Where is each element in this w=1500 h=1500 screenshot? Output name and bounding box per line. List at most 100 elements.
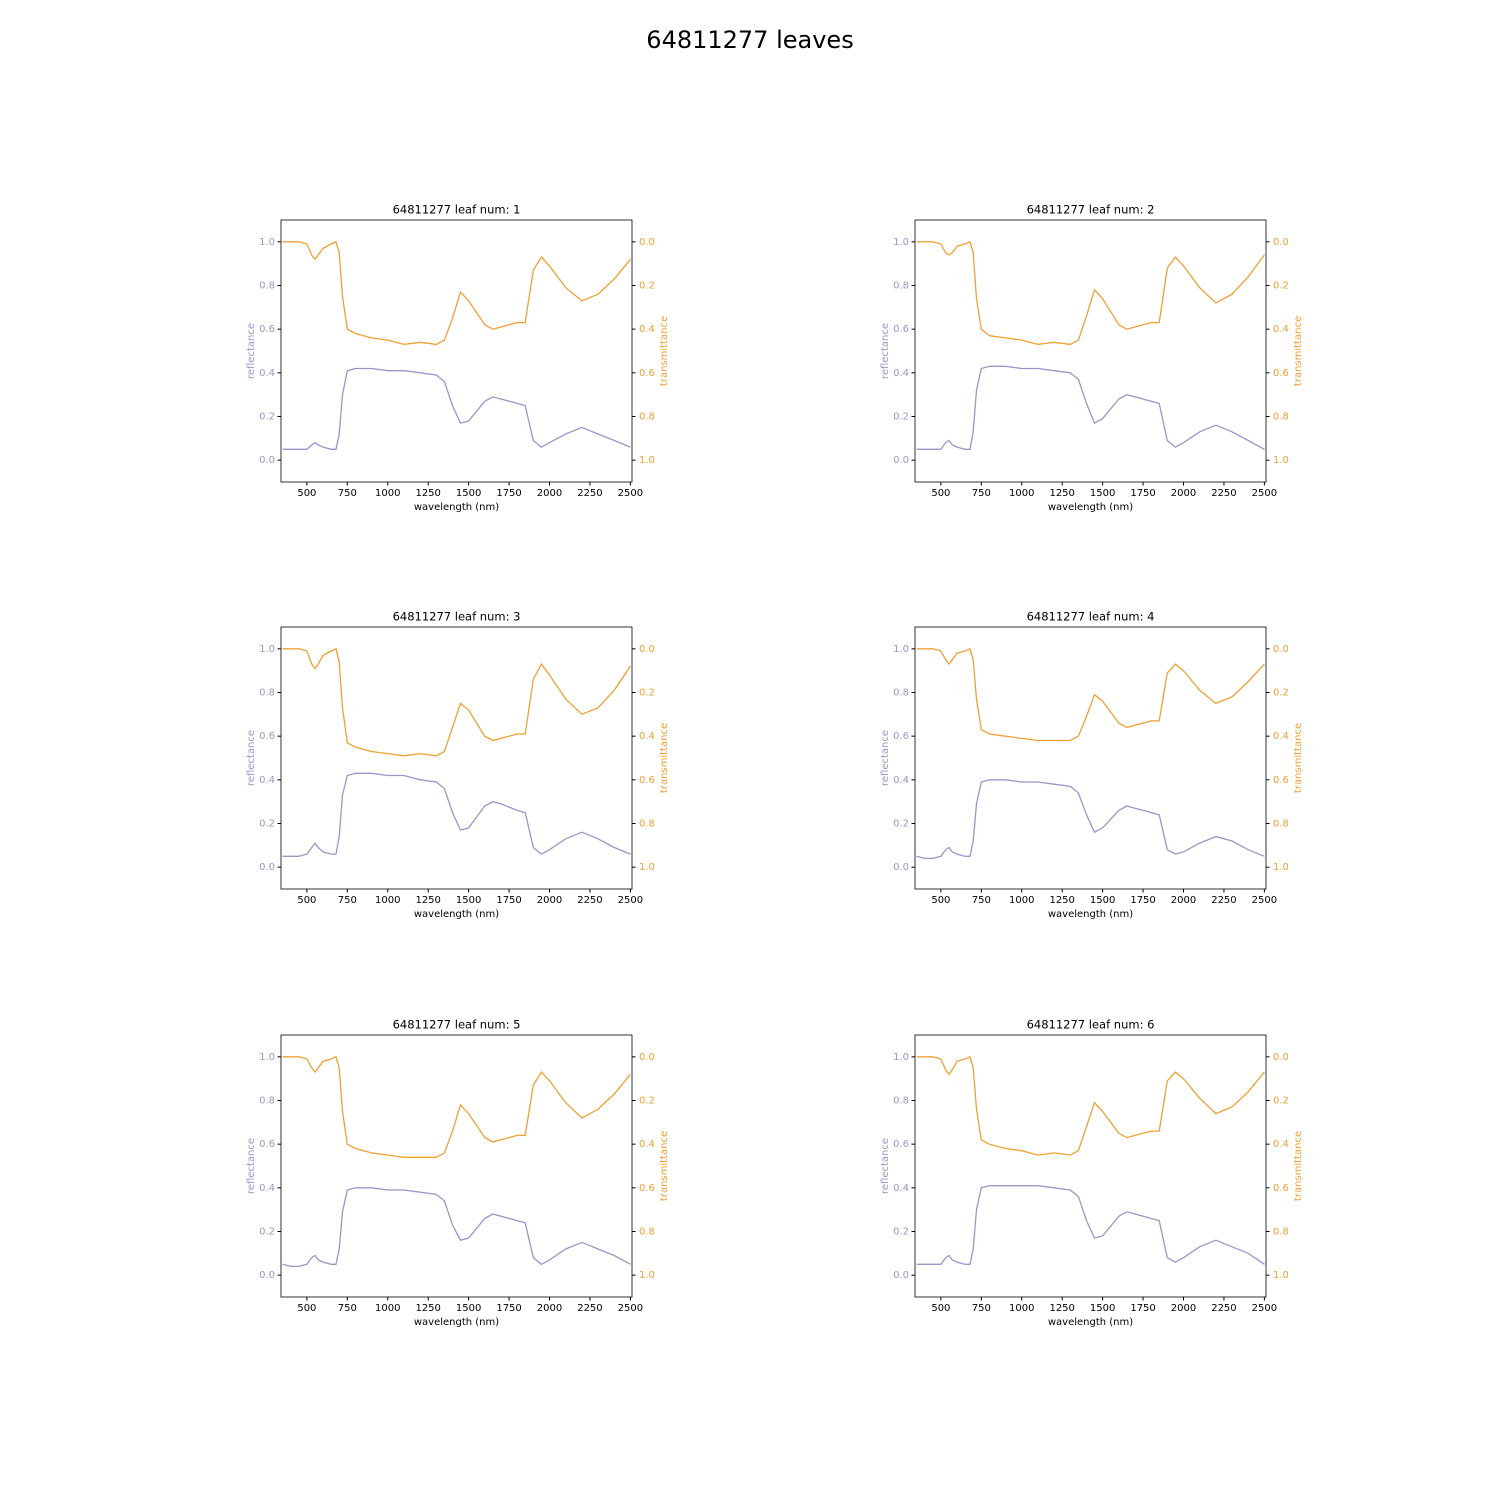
x-tick-label: 1500 xyxy=(1090,488,1115,499)
x-tick-label: 500 xyxy=(931,488,950,499)
series-line xyxy=(282,1055,631,1158)
x-tick-label: 500 xyxy=(931,1303,950,1314)
y2-tick-label: 0.4 xyxy=(1273,324,1289,335)
x-tick-label: 1250 xyxy=(415,488,440,499)
y2-axis-label: transmittance xyxy=(659,723,670,793)
x-axis-label: wavelength (nm) xyxy=(1048,502,1133,513)
y-tick-label: 0.0 xyxy=(259,862,275,873)
y-axis-label: reflectance xyxy=(246,323,257,379)
y2-tick-label: 0.6 xyxy=(639,368,655,379)
y2-tick-label: 0.0 xyxy=(1273,237,1289,248)
y2-axis-label: transmittance xyxy=(1293,723,1304,793)
y-tick-label: 0.4 xyxy=(259,775,275,786)
y-tick-label: 0.0 xyxy=(259,455,275,466)
y-tick-label: 0.6 xyxy=(259,1139,275,1150)
x-tick-label: 1500 xyxy=(1090,1303,1115,1314)
x-tick-label: 750 xyxy=(972,1303,991,1314)
series-line xyxy=(916,647,1265,742)
y2-tick-label: 0.4 xyxy=(639,731,655,742)
x-tick-label: 2000 xyxy=(537,895,562,906)
y2-tick-label: 0.0 xyxy=(639,644,655,655)
y-tick-label: 0.6 xyxy=(893,731,909,742)
x-tick-label: 1000 xyxy=(375,488,400,499)
y2-tick-label: 0.0 xyxy=(1273,644,1289,655)
y-axis-label: reflectance xyxy=(880,323,891,379)
y-tick-label: 0.4 xyxy=(893,368,909,379)
y2-tick-label: 0.2 xyxy=(1273,688,1289,699)
series-line xyxy=(916,240,1265,346)
x-tick-label: 2000 xyxy=(1171,1303,1196,1314)
y-tick-label: 0.0 xyxy=(893,862,909,873)
x-tick-label: 750 xyxy=(338,1303,357,1314)
subplot-title: 64811277 leaf num: 4 xyxy=(1027,610,1155,624)
y-tick-label: 0.2 xyxy=(259,1227,275,1238)
x-axis-label: wavelength (nm) xyxy=(414,1317,499,1328)
series-line xyxy=(282,772,631,857)
y-tick-label: 1.0 xyxy=(893,1052,909,1063)
subplot-title: 64811277 leaf num: 5 xyxy=(393,1018,521,1032)
x-tick-label: 500 xyxy=(297,488,316,499)
y-tick-label: 0.8 xyxy=(893,688,909,699)
y2-tick-label: 0.8 xyxy=(1273,819,1289,830)
x-axis-label: wavelength (nm) xyxy=(414,909,499,920)
y-tick-label: 1.0 xyxy=(259,237,275,248)
y-tick-label: 1.0 xyxy=(893,237,909,248)
y2-tick-label: 0.4 xyxy=(1273,731,1289,742)
series-line xyxy=(916,1185,1265,1265)
y2-tick-label: 0.8 xyxy=(639,1227,655,1238)
x-tick-label: 750 xyxy=(338,895,357,906)
y-tick-label: 0.8 xyxy=(259,688,275,699)
y-tick-label: 1.0 xyxy=(259,1052,275,1063)
x-tick-label: 2250 xyxy=(1211,488,1236,499)
subplot-title: 64811277 leaf num: 3 xyxy=(393,610,521,624)
x-tick-label: 2250 xyxy=(577,895,602,906)
y-tick-label: 0.2 xyxy=(893,819,909,830)
x-tick-label: 1500 xyxy=(1090,895,1115,906)
x-axis-label: wavelength (nm) xyxy=(1048,909,1133,920)
x-tick-label: 1000 xyxy=(1009,1303,1034,1314)
y-tick-label: 0.6 xyxy=(259,324,275,335)
y2-tick-label: 0.2 xyxy=(639,1096,655,1107)
figure-title: 64811277 leaves xyxy=(646,26,853,54)
series-line xyxy=(916,1055,1265,1156)
x-tick-label: 1250 xyxy=(1049,895,1074,906)
x-tick-label: 1750 xyxy=(496,1303,521,1314)
series-line xyxy=(282,647,631,757)
x-tick-label: 1250 xyxy=(415,1303,440,1314)
y-tick-label: 1.0 xyxy=(893,644,909,655)
x-tick-label: 1250 xyxy=(1049,488,1074,499)
x-tick-label: 2250 xyxy=(577,488,602,499)
y-axis-label: reflectance xyxy=(880,730,891,786)
x-tick-label: 1750 xyxy=(496,895,521,906)
y-tick-label: 1.0 xyxy=(259,644,275,655)
y2-tick-label: 0.6 xyxy=(1273,1183,1289,1194)
x-tick-label: 1000 xyxy=(1009,895,1034,906)
x-tick-label: 500 xyxy=(297,1303,316,1314)
x-tick-label: 1000 xyxy=(375,1303,400,1314)
y2-tick-label: 0.0 xyxy=(639,1052,655,1063)
x-tick-label: 2500 xyxy=(618,895,643,906)
y2-tick-label: 1.0 xyxy=(1273,1270,1289,1281)
x-tick-label: 750 xyxy=(338,488,357,499)
y-axis-label: reflectance xyxy=(880,1138,891,1194)
x-tick-label: 2500 xyxy=(1252,895,1277,906)
x-tick-label: 2250 xyxy=(1211,1303,1236,1314)
y2-tick-label: 0.2 xyxy=(639,688,655,699)
x-tick-label: 1000 xyxy=(1009,488,1034,499)
subplot-title: 64811277 leaf num: 6 xyxy=(1027,1018,1155,1032)
y2-tick-label: 1.0 xyxy=(1273,455,1289,466)
y-tick-label: 0.6 xyxy=(259,731,275,742)
y-tick-label: 0.0 xyxy=(893,1270,909,1281)
x-tick-label: 2000 xyxy=(1171,895,1196,906)
x-tick-label: 1500 xyxy=(456,895,481,906)
plot-frame xyxy=(914,626,1267,890)
y2-axis-label: transmittance xyxy=(1293,1131,1304,1201)
y2-tick-label: 0.2 xyxy=(1273,1096,1289,1107)
y-axis-label: reflectance xyxy=(246,1138,257,1194)
y-tick-label: 0.2 xyxy=(259,412,275,423)
x-tick-label: 2500 xyxy=(1252,1303,1277,1314)
y2-tick-label: 0.2 xyxy=(639,281,655,292)
series-line xyxy=(916,779,1265,860)
y2-tick-label: 0.4 xyxy=(639,324,655,335)
y2-tick-label: 0.4 xyxy=(639,1139,655,1150)
